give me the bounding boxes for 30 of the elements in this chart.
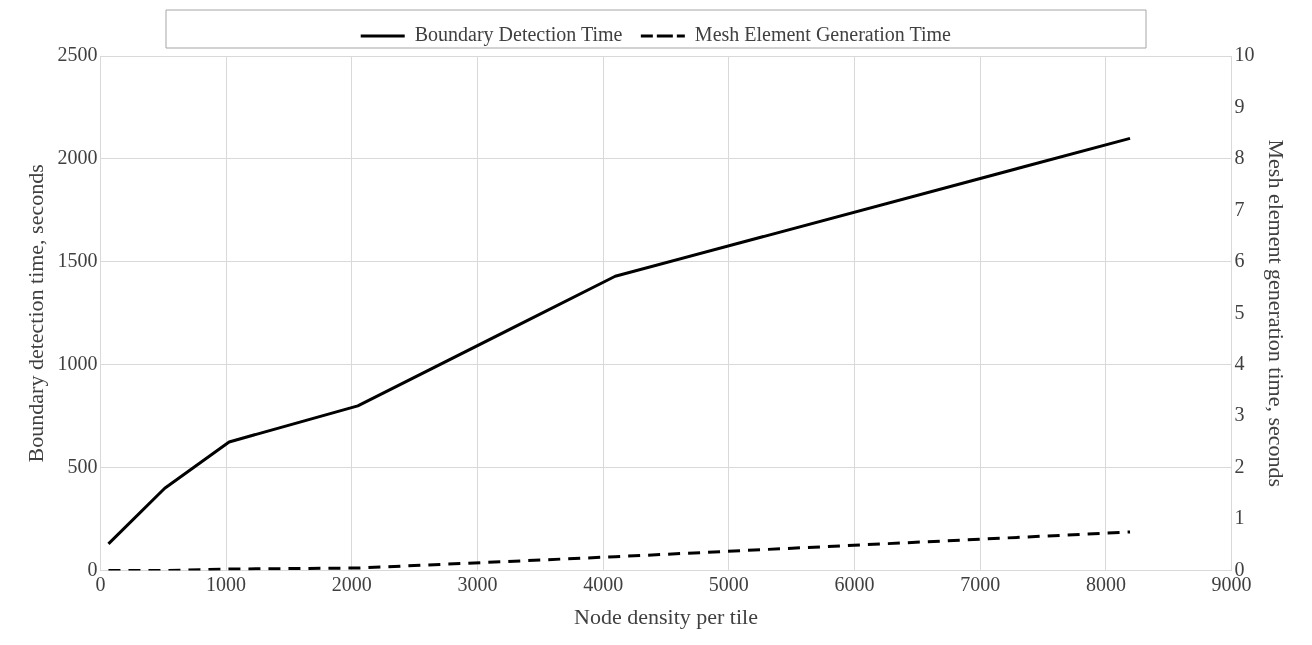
y-tick-label: 2000 (57, 146, 98, 169)
y-tick-label: 0 (87, 557, 98, 580)
legend-label: Boundary Detection Time (414, 23, 623, 47)
y2-tick-label: 7 (1234, 197, 1245, 220)
line-series (106, 530, 1132, 571)
y-tick-label: 500 (67, 454, 98, 477)
y2-tick-label: 3 (1234, 403, 1245, 426)
y-axis-title: Boundary detection time, seconds (22, 164, 48, 463)
x-tick-label: 3000 (457, 572, 498, 595)
x-tick-label: 7000 (960, 572, 1001, 595)
y-tick-label: 1000 (57, 352, 98, 375)
legend-label: Mesh Element Generation Time (694, 23, 952, 46)
y2-tick-label: 5 (1234, 300, 1245, 323)
y2-tick-label: 10 (1234, 43, 1255, 66)
y2-tick-label: 9 (1234, 94, 1245, 117)
x-tick-label: 4000 (583, 572, 624, 595)
x-tick-label: 6000 (834, 572, 875, 595)
x-tick-label: 2000 (331, 572, 372, 595)
y2-axis-title: Mesh element generation time, seconds (1264, 139, 1290, 488)
y2-tick-label: 8 (1234, 146, 1245, 169)
y-tick-label: 1500 (57, 249, 98, 272)
x-tick-label: 8000 (1085, 572, 1126, 595)
x-axis-title: Node density per tile (574, 603, 758, 629)
y-tick-label: 2500 (57, 43, 98, 66)
y2-tick-label: 6 (1234, 249, 1245, 272)
x-tick-label: 1000 (206, 572, 247, 595)
y2-tick-label: 4 (1234, 352, 1245, 375)
y2-tick-label: 2 (1234, 454, 1245, 477)
y2-tick-label: 1 (1234, 506, 1245, 529)
x-tick-label: 5000 (708, 572, 749, 595)
